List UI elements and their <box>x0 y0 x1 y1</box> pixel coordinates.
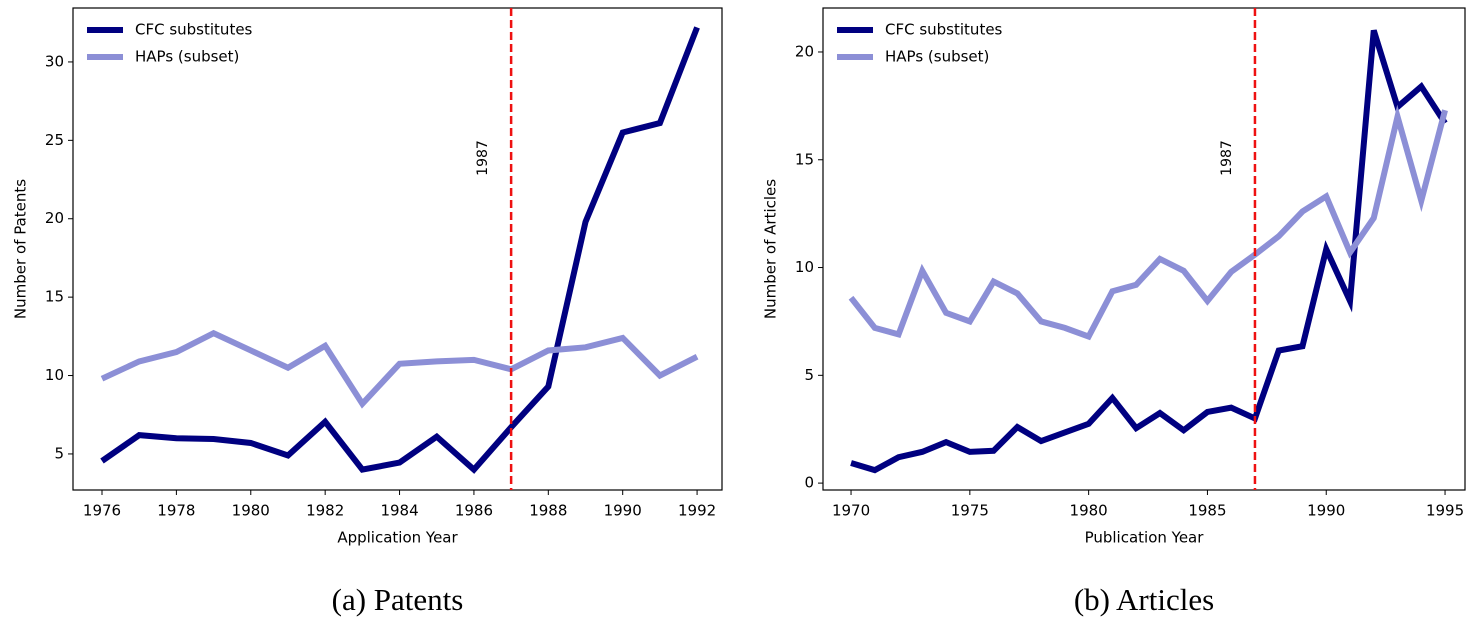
y-tick-label: 15 <box>795 150 814 168</box>
x-axis-label: Publication Year <box>1085 529 1205 547</box>
y-tick-label: 30 <box>45 52 64 70</box>
x-tick-label: 1990 <box>1307 502 1345 520</box>
x-tick-label: 1970 <box>832 502 870 520</box>
x-tick-label: 1985 <box>1188 502 1226 520</box>
y-tick-label: 20 <box>795 42 814 60</box>
y-tick-label: 10 <box>795 258 814 276</box>
y-axis-label: Number of Patents <box>12 179 30 319</box>
plot-frame <box>72 7 723 491</box>
x-tick-label: 1990 <box>604 502 642 520</box>
y-tick-label: 5 <box>804 366 814 384</box>
x-tick-label: 1976 <box>83 502 121 520</box>
y-tick-label: 25 <box>45 131 64 149</box>
legend-label: CFC substitutes <box>885 21 1003 39</box>
x-tick-label: 1995 <box>1426 502 1464 520</box>
x-tick-label: 1980 <box>232 502 270 520</box>
y-tick-label: 15 <box>45 288 64 306</box>
x-tick-label: 1992 <box>678 502 716 520</box>
plot-frame <box>822 7 1466 491</box>
legend-label: HAPs (subset) <box>135 48 239 66</box>
series-line <box>100 329 699 409</box>
x-tick-label: 1975 <box>951 502 989 520</box>
x-tick-label: 1988 <box>529 502 567 520</box>
legend-label: HAPs (subset) <box>885 48 989 66</box>
x-tick-label: 1980 <box>1070 502 1108 520</box>
reference-label: 1987 <box>475 140 491 176</box>
y-axis-label: Number of Articles <box>762 179 780 319</box>
y-tick-label: 10 <box>45 366 64 384</box>
x-axis-label: Application Year <box>337 529 458 547</box>
series-line <box>848 104 1448 341</box>
caption: (b) Articles <box>1074 582 1214 617</box>
x-tick-label: 1982 <box>306 502 344 520</box>
series-line <box>850 29 1448 474</box>
x-tick-label: 1984 <box>380 502 418 520</box>
series-line <box>100 26 700 474</box>
caption: (a) Patents <box>332 582 464 617</box>
y-tick-label: 5 <box>54 444 64 462</box>
reference-label: 1987 <box>1219 140 1235 176</box>
y-tick-label: 0 <box>804 474 814 492</box>
x-tick-label: 1978 <box>157 502 195 520</box>
x-tick-label: 1986 <box>455 502 493 520</box>
legend-label: CFC substitutes <box>135 21 253 39</box>
y-tick-label: 20 <box>45 209 64 227</box>
